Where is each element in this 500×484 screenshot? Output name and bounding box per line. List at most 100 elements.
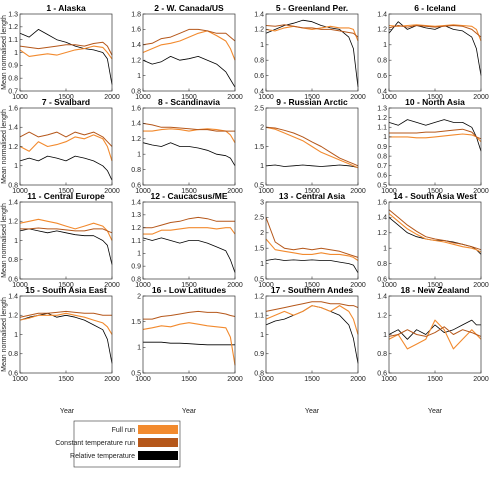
panel-title: 2 - W. Canada/US <box>154 3 224 13</box>
y-tick-label: 1.6 <box>8 105 18 112</box>
x-tick-label: 1000 <box>381 94 397 101</box>
panel-title: 10 - North Asia <box>405 97 465 107</box>
y-tick-label: 1 <box>14 238 18 245</box>
y-tick-label: 1.4 <box>377 215 387 222</box>
x-tick-label: 1500 <box>181 282 197 289</box>
series-line <box>142 28 236 46</box>
y-tick-label: 0.8 <box>131 88 141 95</box>
y-axis-label: Mean normalised length <box>1 297 8 372</box>
x-tick-label: 1000 <box>135 282 151 289</box>
y-tick-label: 0.8 <box>131 276 141 283</box>
x-tick-label: 1500 <box>427 376 443 383</box>
y-tick-label: 0.4 <box>377 88 387 95</box>
y-tick-label: 0.9 <box>377 144 387 151</box>
x-tick-label: 1500 <box>58 282 74 289</box>
y-tick-label: 1.4 <box>254 11 264 18</box>
x-tick-label: 1500 <box>58 188 74 195</box>
legend-label: Constant temperature run <box>55 440 135 447</box>
x-tick-label: 1500 <box>304 188 320 195</box>
axes-frame <box>19 201 113 280</box>
y-tick-label: 0.8 <box>254 370 264 377</box>
panel: 11 - Central Europe 0.6 0.8 1 1.2 1.4 1000 1500… <box>1 191 120 289</box>
series-line <box>143 216 235 229</box>
x-tick-label: 1500 <box>58 376 74 383</box>
series-line <box>388 24 482 42</box>
y-tick-label: 1.1 <box>131 238 141 245</box>
x-tick-label: 1000 <box>135 188 151 195</box>
y-tick-label: 1 <box>383 246 387 253</box>
legend-label: Relative temperature <box>70 453 135 460</box>
y-tick-label: 1.8 <box>131 11 141 18</box>
x-tick-label: 2000 <box>227 376 243 383</box>
y-tick-label: 1.5 <box>131 319 141 326</box>
y-tick-label: 0.8 <box>254 58 264 65</box>
axes-frame <box>265 201 359 280</box>
series-line <box>19 312 113 364</box>
y-tick-label: 1.6 <box>131 105 141 112</box>
series-line <box>265 305 359 364</box>
x-axis-label: Year <box>428 408 443 415</box>
y-axis-label: Mean normalised length <box>1 109 8 184</box>
y-tick-label: 1.4 <box>131 121 141 128</box>
x-tick-label: 1000 <box>381 188 397 195</box>
x-tick-label: 2000 <box>227 282 243 289</box>
y-tick-label: 1.6 <box>377 199 387 206</box>
series-line <box>19 218 113 241</box>
panel-title: 6 - Iceland <box>414 3 456 13</box>
x-tick-label: 1500 <box>304 376 320 383</box>
y-tick-label: 0.5 <box>254 276 264 283</box>
panel: 17 - Southern Andes 0.8 0.9 1 1.1 1.2 1000 1500… <box>254 285 366 383</box>
axes-frame <box>265 295 359 374</box>
series-line <box>142 30 236 61</box>
y-tick-label: 1 <box>260 332 264 339</box>
series-line <box>265 19 359 88</box>
y-tick-label: 0.6 <box>8 276 18 283</box>
series-line <box>389 128 482 140</box>
series-line <box>265 238 359 261</box>
panel: 6 - Iceland 0.4 0.6 0.8 1 1.2 1.4 1000 1500 2000 <box>377 3 489 101</box>
series-line <box>265 126 359 167</box>
y-tick-label: 1.2 <box>254 27 264 34</box>
axes-frame <box>142 13 236 92</box>
y-tick-label: 0.8 <box>377 351 387 358</box>
x-tick-label: 2000 <box>350 282 366 289</box>
y-tick-label: 0.6 <box>254 73 264 80</box>
x-tick-label: 2000 <box>104 282 120 289</box>
series-line <box>142 237 236 273</box>
x-tick-label: 2000 <box>473 376 489 383</box>
y-tick-label: 1 <box>383 134 387 141</box>
x-tick-label: 2000 <box>473 94 489 101</box>
series-line <box>265 164 359 169</box>
series-line <box>265 24 359 38</box>
panel: 1 - Alaska 0.7 0.8 0.9 1 1.1 1.2 1.3 1000 1500 200… <box>1 3 120 101</box>
series-line <box>265 126 359 169</box>
y-tick-label: 1.2 <box>8 219 18 226</box>
x-axis-label: Year <box>182 408 197 415</box>
panel: 14 - South Asia West 0.6 0.8 1 1.2 1.4 1.6 1000… <box>377 191 489 289</box>
series-line <box>265 258 359 274</box>
x-tick-label: 2000 <box>473 188 489 195</box>
series-line <box>20 227 113 234</box>
y-tick-label: 1.2 <box>8 144 18 151</box>
x-tick-label: 1500 <box>427 94 443 101</box>
y-tick-label: 0.8 <box>377 58 387 65</box>
y-tick-label: 1.2 <box>8 313 18 320</box>
series-line <box>388 119 482 152</box>
y-tick-label: 1.2 <box>377 313 387 320</box>
x-tick-label: 2000 <box>350 376 366 383</box>
y-tick-label: 1.3 <box>8 11 18 18</box>
y-tick-label: 1.5 <box>254 144 264 151</box>
x-tick-label: 1000 <box>258 282 274 289</box>
y-tick-label: 1 <box>137 73 141 80</box>
series-line <box>142 122 235 132</box>
y-tick-label: 1.2 <box>377 230 387 237</box>
y-tick-label: 1.1 <box>254 313 264 320</box>
y-tick-label: 0.6 <box>377 173 387 180</box>
y-tick-label: 0.6 <box>377 276 387 283</box>
x-tick-label: 1500 <box>181 376 197 383</box>
y-tick-label: 1 <box>14 332 18 339</box>
panel-title: 15 - South Asia East <box>25 285 107 295</box>
series-line <box>19 312 113 335</box>
y-tick-label: 2.5 <box>254 105 264 112</box>
